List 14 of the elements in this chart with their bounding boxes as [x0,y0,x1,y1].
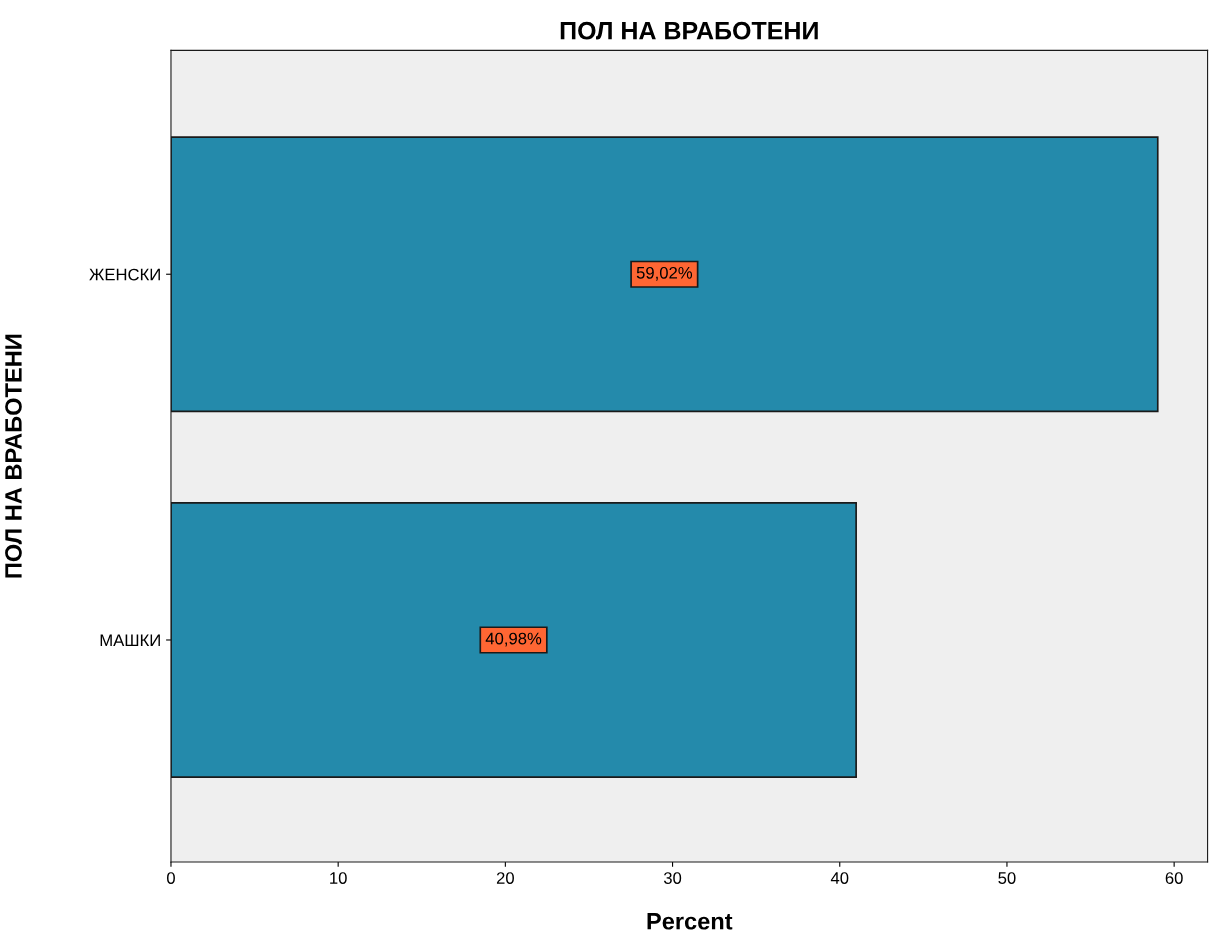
x-tick-label: 50 [998,872,1016,884]
y-tick-label: ЖЕНСКИ [89,268,160,281]
x-tick-label: 0 [166,872,175,884]
x-tick-label: 10 [330,872,347,884]
data-label: 59,02% [636,266,693,281]
x-tick-label: 20 [496,872,514,884]
x-tick-label: 40 [830,872,849,884]
x-axis-title: Percent [647,913,733,930]
x-tick-label: 30 [663,872,682,884]
y-axis-title: ПОЛ НА ВРАБОТЕНИ [5,334,22,578]
x-tick-label: 60 [1165,872,1183,884]
y-tick-label: МАШКИ [100,634,160,647]
data-label: 40,98% [485,632,542,647]
chart-title: ПОЛ НА ВРАБОТЕНИ [560,21,818,40]
